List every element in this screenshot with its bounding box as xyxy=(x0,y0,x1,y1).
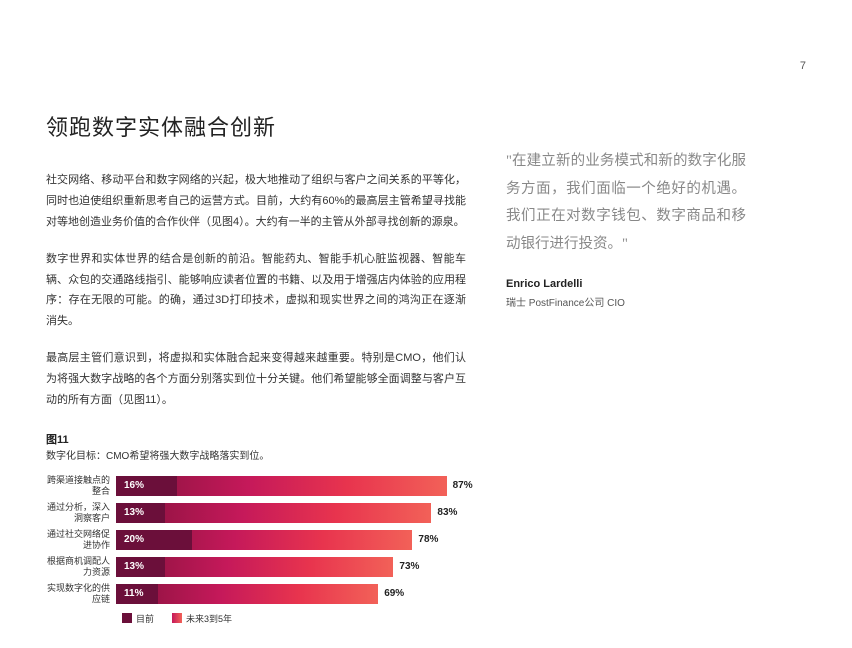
chart-bars: 13% 83% xyxy=(116,503,496,523)
bar-future-value: 73% xyxy=(393,557,419,577)
page-number: 7 xyxy=(800,60,806,72)
bar-current-value: 13% xyxy=(116,503,165,523)
bar-current-value: 16% xyxy=(116,476,177,496)
chart-bars: 20% 78% xyxy=(116,530,496,550)
body-paragraph: 最高层主管们意识到，将虚拟和实体融合起来变得越来越重要。特别是CMO，他们认为将… xyxy=(46,348,466,411)
bar-future-value: 69% xyxy=(378,584,404,604)
chart-bars: 13% 73% xyxy=(116,557,496,577)
chart-row: 根据商机调配人力资源13% 73% xyxy=(46,555,466,579)
bar-current-value: 11% xyxy=(116,584,158,604)
pull-quote: "在建立新的业务模式和新的数字化服务方面，我们面临一个绝好的机遇。我们正在对数字… xyxy=(506,148,746,258)
main-column: 领跑数字实体融合创新 社交网络、移动平台和数字网络的兴起，极大地推动了组织与客户… xyxy=(46,110,466,625)
chart-row: 通过社交网络促进协作20% 78% xyxy=(46,528,466,552)
bar-current-value: 20% xyxy=(116,530,192,550)
chart-row: 跨渠道接触点的整合16%87% xyxy=(46,474,466,498)
chart-row: 通过分析，深入洞察客户13% 83% xyxy=(46,501,466,525)
bar-future-value: 83% xyxy=(431,503,457,523)
legend-item-future: 未来3到5年 xyxy=(172,612,232,625)
bar-future-value: 87% xyxy=(447,476,473,496)
chart-row-label: 跨渠道接触点的整合 xyxy=(46,475,116,497)
chart-row-label: 通过社交网络促进协作 xyxy=(46,529,116,551)
bar-chart: 跨渠道接触点的整合16%87%通过分析，深入洞察客户13%83%通过社交网络促进… xyxy=(46,474,466,606)
chart-row-label: 根据商机调配人力资源 xyxy=(46,556,116,578)
legend-swatch-icon xyxy=(172,613,182,623)
quote-author: Enrico Lardelli xyxy=(506,278,746,290)
chart-legend: 目前 未来3到5年 xyxy=(122,612,466,625)
legend-item-current: 目前 xyxy=(122,612,154,625)
chart-row-label: 通过分析，深入洞察客户 xyxy=(46,502,116,524)
legend-label: 未来3到5年 xyxy=(186,612,232,625)
figure-label: 图11 xyxy=(46,431,466,447)
body-paragraph: 社交网络、移动平台和数字网络的兴起，极大地推动了组织与客户之间关系的平等化，同时… xyxy=(46,170,466,233)
chart-row-label: 实现数字化的供应链 xyxy=(46,583,116,605)
bar-future-value: 78% xyxy=(412,530,438,550)
page-title: 领跑数字实体融合创新 xyxy=(46,110,466,142)
figure-caption: 数字化目标：CMO希望将强大数字战略落实到位。 xyxy=(46,447,466,462)
bar-current-value: 13% xyxy=(116,557,165,577)
quote-role: 瑞士 PostFinance公司 CIO xyxy=(506,294,746,309)
chart-row: 实现数字化的供应链11% 69% xyxy=(46,582,466,606)
chart-bars: 11% 69% xyxy=(116,584,496,604)
legend-swatch-icon xyxy=(122,613,132,623)
legend-label: 目前 xyxy=(136,612,154,625)
sidebar-column: "在建立新的业务模式和新的数字化服务方面，我们面临一个绝好的机遇。我们正在对数字… xyxy=(506,110,746,625)
chart-bars: 16% 87% xyxy=(116,476,496,496)
body-paragraph: 数字世界和实体世界的结合是创新的前沿。智能药丸、智能手机心脏监视器、智能车辆、众… xyxy=(46,249,466,333)
